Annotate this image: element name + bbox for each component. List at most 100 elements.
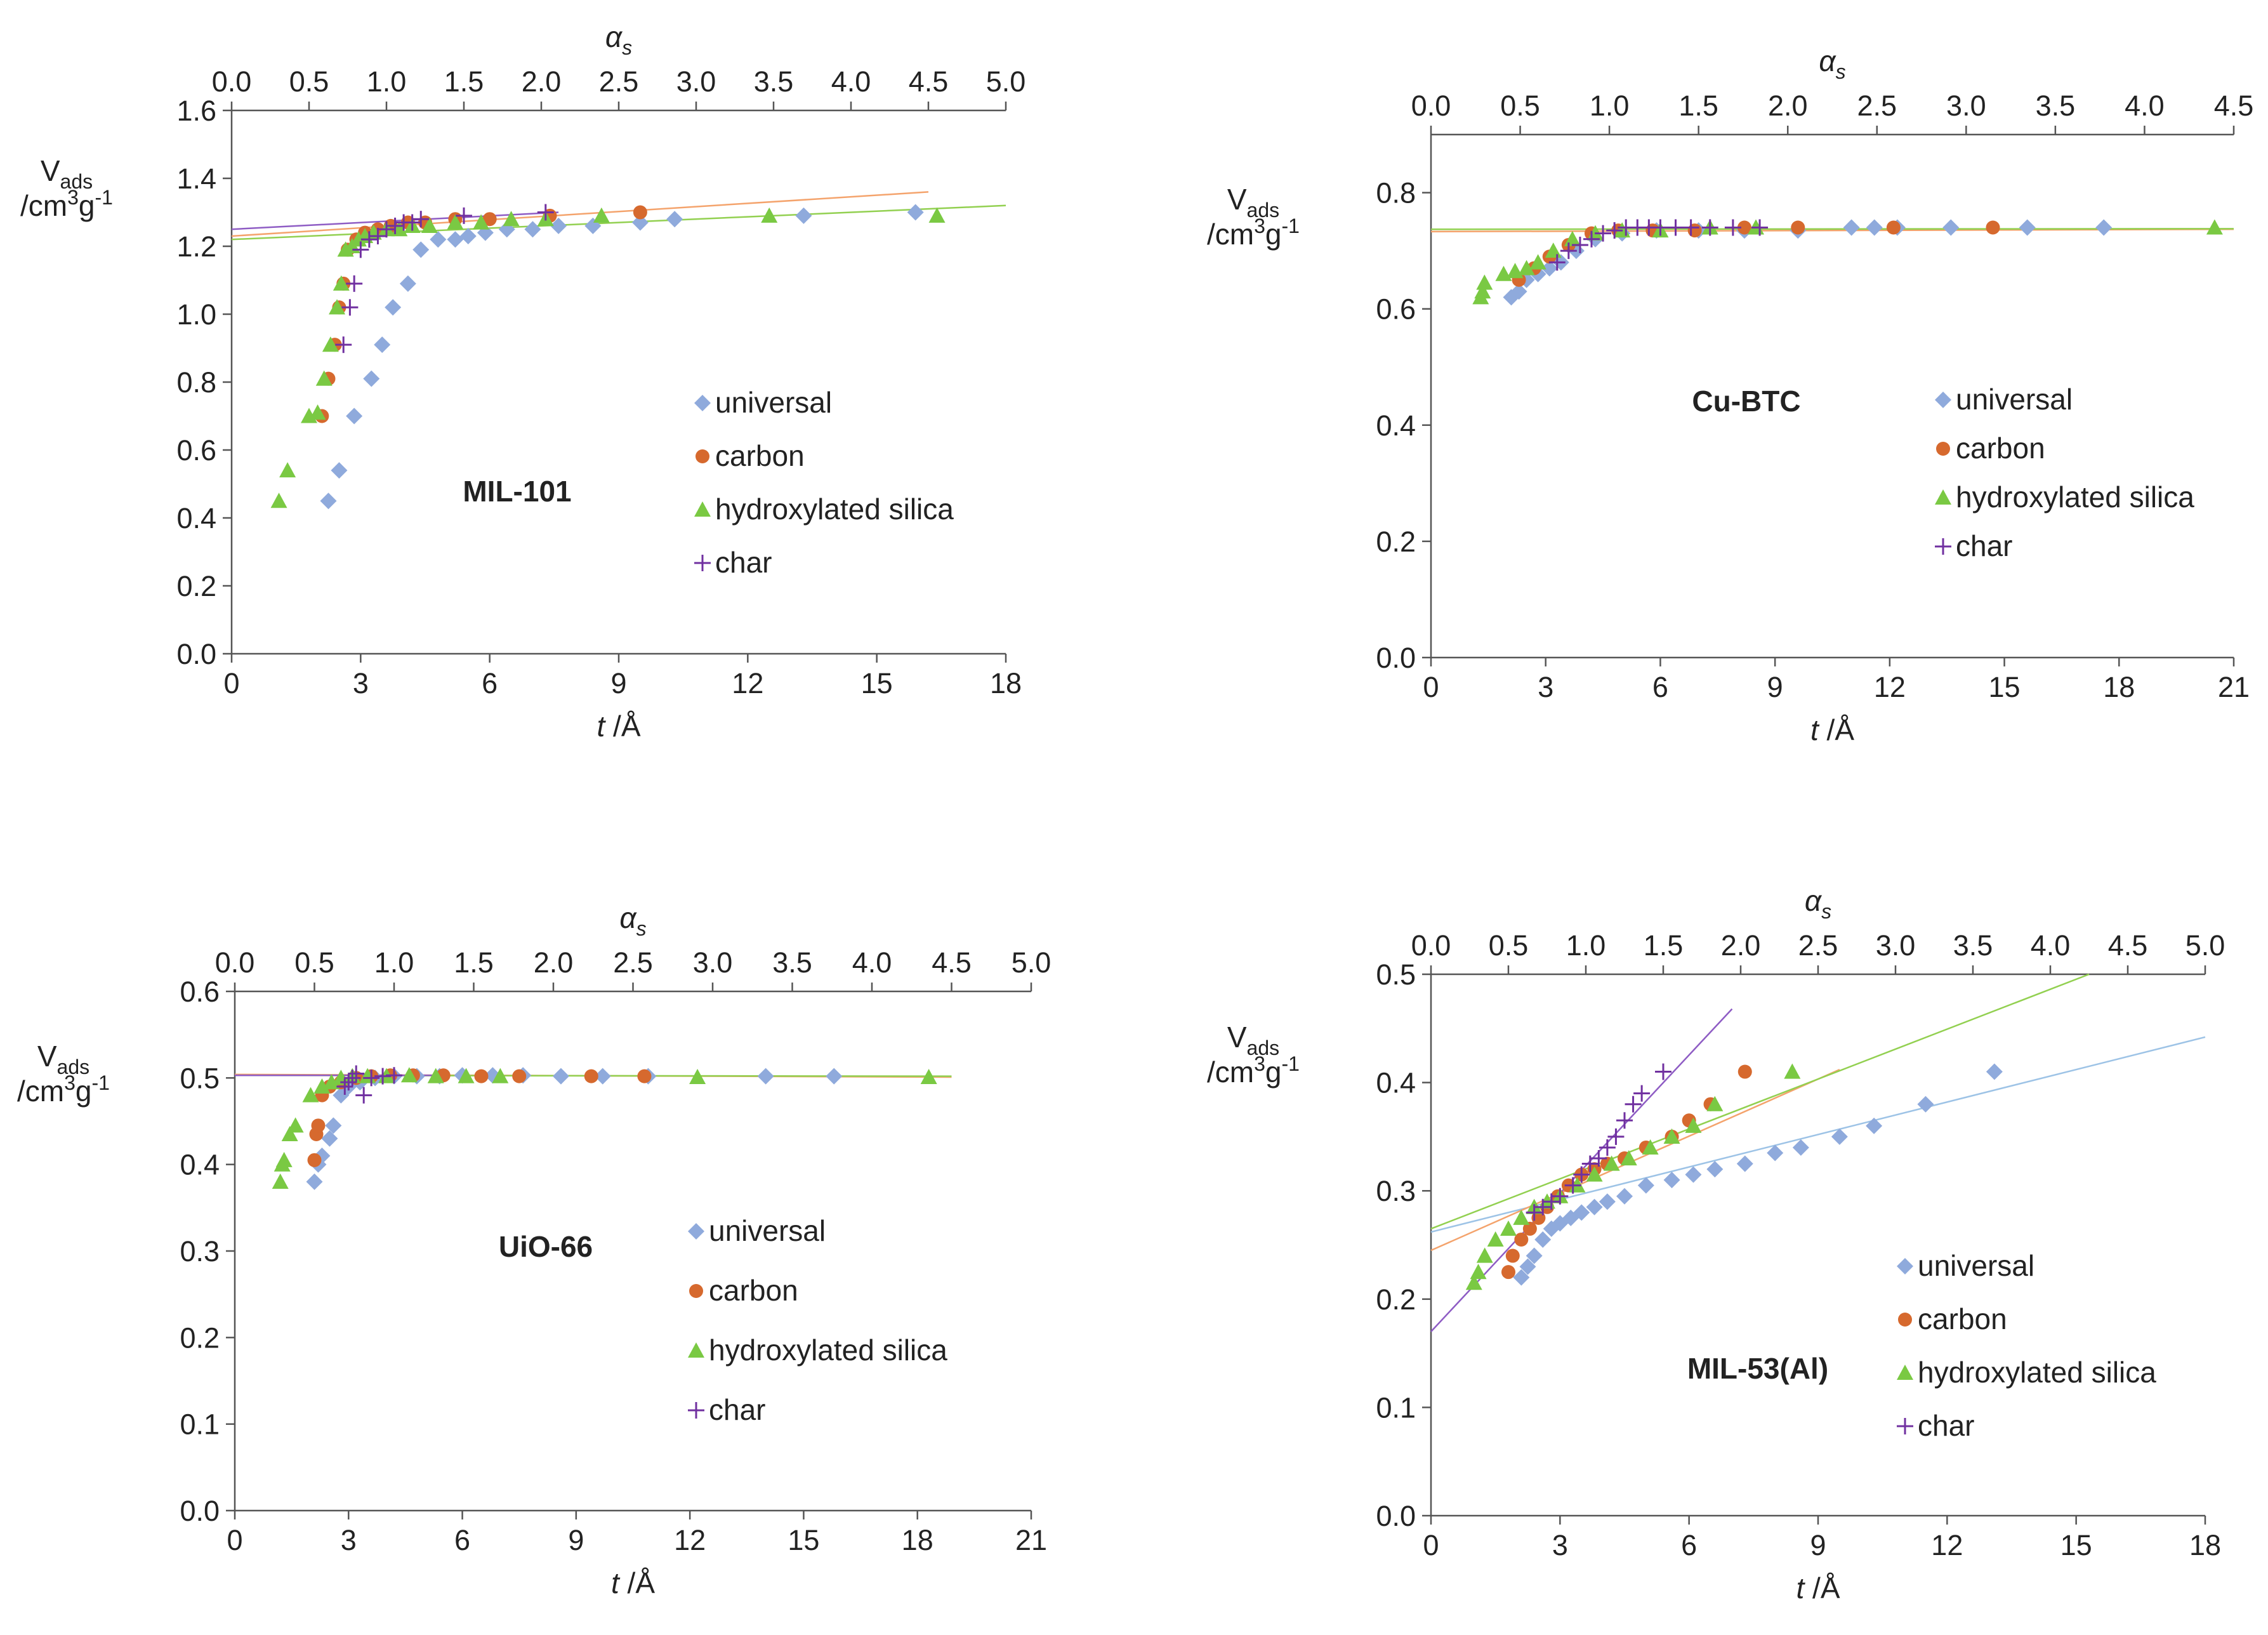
mil53-x2tick-label-10: 5.0 [2186,929,2225,962]
cubtc-legend-label-universal: universal [1956,383,2073,416]
mil101-point-char-10 [412,211,430,228]
uio66-title: UiO-66 [499,1230,593,1263]
uio66-point-universal-19 [826,1068,843,1085]
cubtc-legend-label-carbon: carbon [1956,432,2045,465]
uio66-x2tick-label-2: 1.0 [374,946,414,979]
cubtc-top-axis-label-main: α [1819,44,1836,77]
mil53-xtick-label-4: 12 [1931,1529,1963,1561]
uio66-x2tick-label-7: 3.5 [772,946,812,979]
mil101-point-universal-0 [320,493,337,510]
cubtc-ytick-label-2: 0.4 [1376,409,1416,442]
mil101-xtick-label-5: 15 [861,667,893,699]
mil53-x2tick-label-6: 3.0 [1876,929,1916,962]
uio66-x2tick-label-9: 4.5 [932,946,972,979]
mil101-point-universal-1 [331,462,348,479]
mil53-point-hydroxylated-silica-17 [1784,1063,1801,1079]
mil53-top-axis-label-sub: s [1821,900,1831,923]
cubtc-point-char-12 [1701,219,1718,236]
mil53-point-hydroxylated-silica-13 [1642,1139,1659,1155]
uio66-xtick-label-0: 0 [227,1524,242,1556]
uio66-ytick-label-6: 0.6 [180,976,220,1008]
mil53-point-universal-7 [1573,1204,1590,1221]
mil101-point-char-1 [341,299,359,316]
mil101-point-hydroxylated-silica-3 [309,404,326,420]
mil101-legend-label-carbon: carbon [715,439,805,472]
mil53-point-universal-1 [1519,1258,1536,1275]
uio66-y-axis-label-sup1: 3 [64,1071,76,1094]
mil101-x2tick-label-6: 3.0 [676,65,716,98]
uio66-top-axis-label: αs [619,901,646,940]
mil53-y-axis-label-unit-b: g [1265,1056,1282,1089]
mil101-point-universal-14 [550,217,567,234]
cubtc-point-char-14 [1751,219,1769,236]
mil101-point-char-7 [386,217,404,234]
uio66-point-hydroxylated-silica-13 [427,1068,444,1083]
cubtc-point-char-2 [1571,236,1588,253]
mil53-point-hydroxylated-silica-16 [1706,1096,1724,1111]
uio66-y-axis-label-v: V [37,1040,57,1073]
mil53-ytick-label-1: 0.1 [1376,1391,1416,1424]
mil101-x2tick-label-3: 1.5 [444,65,484,98]
uio66-x2tick-label-3: 1.5 [454,946,494,979]
uio66-point-hydroxylated-silica-6 [313,1078,331,1094]
mil101-point-hydroxylated-silica-19 [503,211,520,227]
mil53-y-axis-label-line2: /cm3g-1 [1207,1052,1300,1089]
cubtc-xtick-label-2: 6 [1652,671,1668,703]
mil53-top-axis-label-main: α [1805,884,1823,917]
uio66-ytick-label-2: 0.2 [180,1321,220,1354]
uio66-point-universal-4 [325,1117,342,1134]
mil101-point-char-0 [335,336,352,354]
mil101-point-universal-10 [459,227,477,244]
mil53-point-char-0 [1526,1204,1543,1221]
cubtc-x-axis-label-unit: /Å [1827,713,1855,746]
mil53-point-universal-12 [1663,1172,1680,1189]
mil101-x2tick-label-2: 1.0 [367,65,407,98]
uio66-point-hydroxylated-silica-16 [689,1068,706,1085]
mil53-ytick-label-4: 0.4 [1376,1067,1416,1099]
uio66-y-axis-label-sub: ads [57,1056,90,1078]
mil53-point-hydroxylated-silica-12 [1620,1150,1637,1166]
mil53-x2tick-label-3: 1.5 [1644,929,1684,962]
mil53-x2tick-label-8: 4.0 [2031,929,2071,962]
mil101-point-universal-2 [346,407,363,425]
mil53-point-char-12 [1633,1085,1651,1102]
mil53-x2tick-label-2: 1.0 [1566,929,1606,962]
cubtc-point-char-10 [1667,219,1684,236]
cubtc-point-universal-14 [1866,219,1883,236]
uio66-legend-label-universal: universal [709,1214,826,1247]
uio66-x2tick-label-0: 0.0 [215,946,255,979]
cubtc-point-universal-17 [2019,219,2036,236]
mil53-point-universal-9 [1599,1193,1616,1210]
mil101-ytick-label-0: 0.0 [176,638,216,670]
mil101-point-char-6 [378,221,395,238]
mil53-x-axis-label-unit: /Å [1812,1572,1840,1605]
mil53-point-char-1 [1534,1198,1552,1215]
mil53-point-carbon-16 [1737,1064,1752,1079]
mil53-y-axis-label-sup2: -1 [1282,1052,1300,1075]
mil101-point-universal-3 [363,370,380,387]
mil101-point-universal-9 [447,231,464,248]
mil101-fit-carbon [231,191,929,237]
mil101-x2tick-label-1: 0.5 [289,65,329,98]
mil53-point-universal-19 [1866,1117,1883,1134]
mil101-xtick-label-3: 9 [610,667,626,699]
mil53-point-universal-11 [1637,1177,1654,1194]
uio66-point-char-3 [348,1065,365,1082]
mil53-point-hydroxylated-silica-14 [1663,1128,1680,1144]
mil101-ytick-label-1: 0.2 [176,570,216,602]
uio66-y-axis-label-sup2: -1 [92,1071,110,1094]
mil101-point-universal-5 [385,299,402,316]
uio66-xtick-label-6: 18 [902,1524,933,1556]
uio66-marks: 0 3 6 9 12 15 18 210.00.10.20.30.40.50.60.0 0.5 1… [17,901,1051,1599]
cubtc-point-char-13 [1724,219,1741,236]
mil101-y-axis-label-v: V [41,154,60,187]
uio66-point-carbon-14 [637,1069,652,1083]
cubtc-top-axis-label-sub: s [1836,60,1846,83]
mil53-point-universal-15 [1736,1155,1753,1172]
uio66-point-hydroxylated-silica-17 [920,1068,937,1085]
mil101-point-char-3 [352,241,369,258]
mil101-x-axis-label-unit: /Å [613,710,641,743]
cubtc-x2tick-label-4: 2.0 [1768,89,1808,122]
uio66-point-carbon-0 [307,1153,322,1167]
uio66-point-hydroxylated-silica-4 [287,1117,304,1133]
